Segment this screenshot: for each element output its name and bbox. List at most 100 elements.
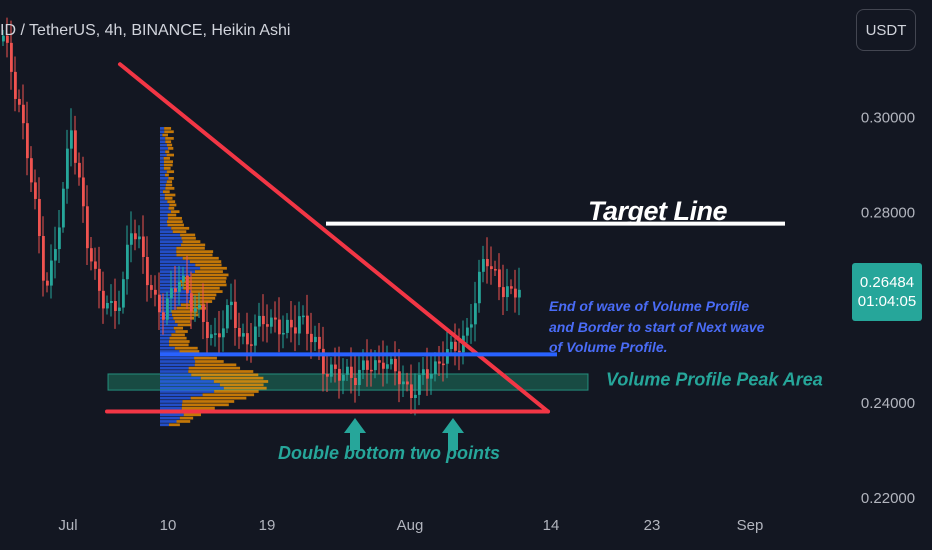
candle-body <box>266 324 269 327</box>
volume-profile-bar-buy <box>160 196 165 200</box>
candle-body <box>354 377 357 386</box>
candle-body <box>70 130 73 149</box>
candle-body <box>178 281 181 293</box>
volume-profile-bar-buy <box>160 240 183 243</box>
volume-profile-bar-sell <box>180 280 226 283</box>
volume-profile-bar-sell <box>168 176 174 180</box>
candle-body <box>106 302 109 309</box>
candle-body <box>46 280 49 286</box>
candle-body <box>318 336 321 349</box>
volume-profile-bar-sell <box>183 286 220 290</box>
volume-profile-bar-buy <box>160 137 166 140</box>
volume-profile-bar-sell <box>165 150 170 154</box>
candle-body <box>234 301 237 329</box>
volume-profile-bar-sell <box>167 223 184 227</box>
candle-body <box>374 360 377 371</box>
volume-profile-bar-sell <box>191 373 259 377</box>
volume-profile-bar-sell <box>179 350 200 353</box>
candle-body <box>454 341 457 351</box>
volume-profile-bar-sell <box>164 160 173 164</box>
candle-body <box>50 260 53 286</box>
volume-profile-bar-buy <box>160 130 165 134</box>
volume-profile-bar-buy <box>160 283 181 287</box>
candle-body <box>414 394 417 399</box>
volume-profile-bar-sell <box>167 147 174 150</box>
wave-note-line-3: of Volume Profile. <box>549 339 668 355</box>
volume-profile-bar-sell <box>181 243 206 247</box>
candle-body <box>258 315 261 327</box>
candle-body <box>74 130 77 163</box>
candle-body <box>370 369 373 372</box>
price-tick-label: 0.22000 <box>861 490 915 507</box>
volume-profile-bar-buy <box>160 300 189 303</box>
volume-profile-bar-sell <box>169 203 177 207</box>
volume-profile-bar-sell <box>177 323 191 327</box>
volume-profile-bar-sell <box>166 153 175 157</box>
last-price-badge: 0.26484 01:04:05 <box>852 263 922 321</box>
wave-note-line-2: and Border to start of Next wave <box>549 319 765 335</box>
volume-profile-bar-sell <box>174 346 198 350</box>
volume-profile-bar-buy <box>160 343 170 347</box>
candle-body <box>118 307 121 311</box>
candle-body <box>418 375 421 395</box>
volume-profile-bar-buy <box>160 376 201 380</box>
volume-profile-bar-buy <box>160 323 178 327</box>
candle-body <box>314 336 317 343</box>
volume-profile-bar-sell <box>162 133 169 137</box>
candle-body <box>246 333 249 345</box>
volume-profile-bar-buy <box>160 216 169 220</box>
candle-body <box>286 319 289 333</box>
candle-body <box>210 334 213 339</box>
time-tick-label: Aug <box>397 517 424 534</box>
volume-profile-bar-sell <box>182 240 201 243</box>
candle-body <box>478 271 481 304</box>
candle-body <box>510 286 513 289</box>
volume-profile-bar-buy <box>160 386 224 390</box>
volume-profile-bar-sell <box>169 343 189 347</box>
candle-body <box>42 235 45 281</box>
volume-profile-bar-buy <box>160 296 194 300</box>
candle-body <box>494 269 497 271</box>
volume-profile-bar-sell <box>165 183 173 187</box>
volume-profile-bar-buy <box>160 406 182 410</box>
volume-profile-bar-buy <box>160 400 183 403</box>
volume-profile-bar-sell <box>165 140 172 144</box>
volume-profile-bar-sell <box>173 316 195 320</box>
volume-profile-bar-buy <box>160 223 168 227</box>
volume-profile-bar-sell <box>181 406 215 410</box>
currency-button[interactable]: USDT <box>856 9 916 51</box>
volume-profile-bar-buy <box>160 200 168 204</box>
volume-profile-bar-buy <box>160 270 195 273</box>
time-tick-label: 19 <box>259 517 276 534</box>
peak-area-label: Volume Profile Peak Area <box>606 369 823 389</box>
volume-profile-bar-sell <box>165 186 175 190</box>
double-bottom-label: Double bottom two points <box>278 443 500 463</box>
candle-body <box>306 315 309 334</box>
volume-profile-bar-sell <box>174 320 191 323</box>
volume-profile-bar-sell <box>171 226 190 230</box>
volume-profile-bar-sell <box>176 250 214 253</box>
volume-profile-bar-sell <box>175 330 188 333</box>
volume-profile-bar-buy <box>160 153 167 157</box>
candle-body <box>486 259 489 267</box>
volume-profile-bar-sell <box>173 326 184 330</box>
candle-body <box>490 266 493 270</box>
candle-body <box>114 301 117 311</box>
candle-body <box>86 206 89 249</box>
volume-profile-bar-buy <box>160 293 193 297</box>
candle-body <box>506 286 509 298</box>
candle-body <box>274 317 277 320</box>
volume-profile-bar-sell <box>166 143 173 147</box>
volume-profile-bar-buy <box>160 416 180 420</box>
volume-profile-bar-sell <box>176 420 191 423</box>
volume-profile-bar-sell <box>163 157 170 160</box>
candle-body <box>518 289 521 298</box>
volume-profile-bar-sell <box>194 356 217 360</box>
candle-body <box>22 104 25 124</box>
candle-body <box>34 182 37 199</box>
candle-body <box>174 288 177 293</box>
volume-profile-bar-buy <box>160 310 172 313</box>
volume-profile-bar-sell <box>164 167 171 170</box>
volume-profile-bar-buy <box>160 263 196 267</box>
